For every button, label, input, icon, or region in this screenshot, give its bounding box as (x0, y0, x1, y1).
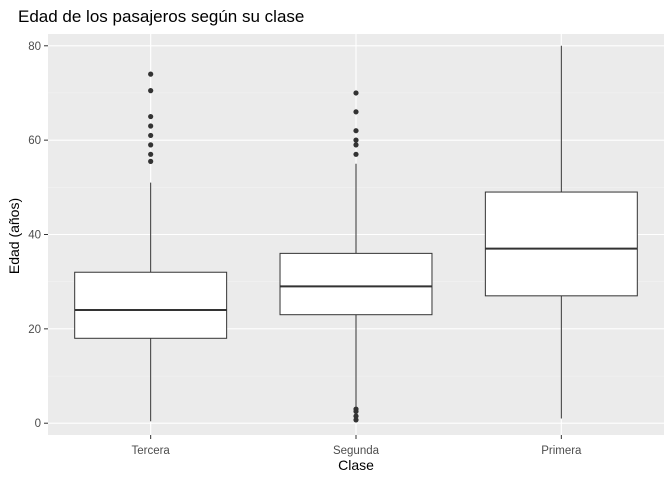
y-tick-label: 60 (28, 135, 41, 147)
box-primera (484, 45, 638, 419)
outlier-point (148, 132, 154, 139)
chart-title: Edad de los pasajeros según su clase (18, 7, 304, 26)
y-tick-label: 80 (28, 41, 41, 53)
y-axis-title: Edad (años) (6, 198, 22, 274)
outlier-point (148, 71, 154, 77)
outlier-point (353, 413, 359, 419)
box-iqr (279, 252, 433, 316)
box-iqr (74, 271, 228, 339)
box-iqr (484, 191, 638, 297)
outlier-point (148, 88, 154, 94)
outlier-point (353, 137, 359, 143)
x-tick-label: Tercera (131, 445, 170, 457)
x-tick-label: Segunda (333, 445, 380, 457)
x-tick-label: Primera (541, 445, 582, 457)
box-tercera (74, 71, 228, 422)
boxes-layer (74, 45, 638, 423)
outlier-point (353, 109, 359, 115)
outlier-point (353, 128, 359, 134)
outlier-point (353, 142, 359, 148)
outlier-point (353, 406, 359, 412)
outlier-point (353, 417, 359, 423)
outlier-point (353, 90, 359, 96)
outlier-point (148, 142, 154, 148)
x-axis-title: Clase (338, 457, 374, 473)
outlier-point (148, 113, 154, 120)
outlier-point (148, 123, 154, 129)
outlier-point (148, 151, 154, 157)
outlier-point (148, 158, 154, 164)
y-tick-label: 0 (35, 418, 41, 430)
outlier-point (353, 151, 359, 157)
y-tick-label: 20 (28, 324, 41, 336)
y-axis: 0 20 40 60 80 (28, 41, 48, 430)
y-tick-label: 40 (28, 230, 41, 242)
box-segunda (279, 90, 433, 423)
x-axis: Tercera Segunda Primera (131, 435, 582, 457)
